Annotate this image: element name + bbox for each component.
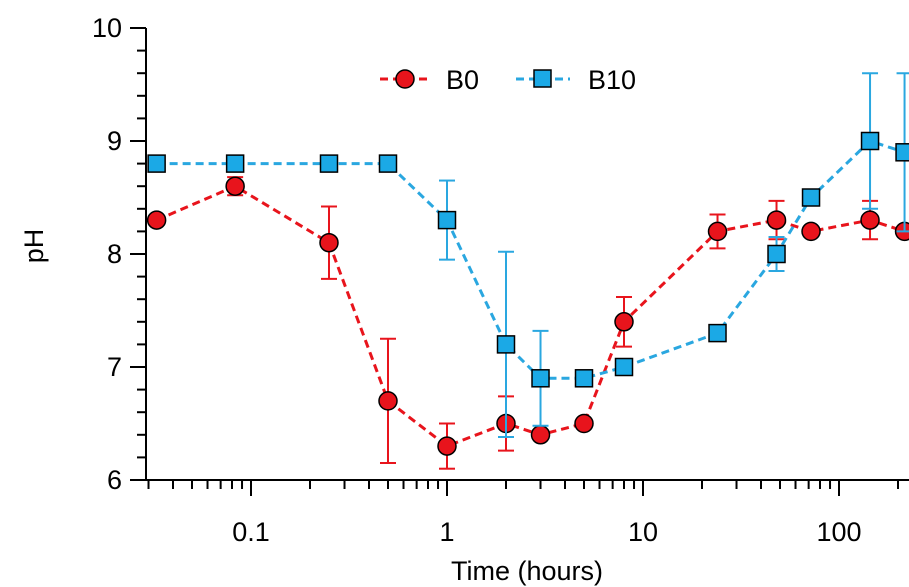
- series-b10-point: [147, 154, 166, 173]
- series-b0-point: [225, 176, 245, 196]
- x-tick-label: 100: [816, 517, 861, 547]
- series-b10-point: [860, 131, 880, 151]
- series-b0-point: [860, 210, 880, 230]
- y-tick-label: 8: [107, 239, 122, 269]
- series-b10-point: [225, 154, 245, 173]
- plot-area: [146, 72, 909, 470]
- series-b0-point: [146, 210, 167, 230]
- series-b10-point: [801, 188, 821, 207]
- series-b10-point: [378, 154, 398, 173]
- series-b0-point: [614, 312, 634, 332]
- series-b10-point: [767, 244, 786, 264]
- series-b0-point: [437, 436, 457, 456]
- series-b10-point: [574, 369, 594, 388]
- series-b10-point: [319, 154, 339, 173]
- x-tick-label: 0.1: [232, 517, 270, 547]
- series-b0-line: [156, 184, 906, 448]
- series-b10: [147, 72, 909, 439]
- series-b10-point: [531, 369, 550, 388]
- series-b0-point: [319, 232, 339, 253]
- series-b10-point: [614, 357, 634, 377]
- x-tick-label: 10: [628, 517, 658, 547]
- series-b10-point: [895, 143, 909, 162]
- series-b0-point: [530, 425, 551, 445]
- series-b10-point: [437, 210, 457, 230]
- y-ticks: 6 7 8 9 10: [92, 13, 146, 495]
- series-b0-point: [378, 391, 398, 411]
- series-b0-point: [801, 221, 821, 242]
- series-b10-point: [708, 323, 727, 343]
- y-axis-label: pH: [19, 229, 49, 264]
- series-b10-line: [156, 139, 906, 380]
- legend-b10-marker: [533, 69, 552, 88]
- series-b0-point: [574, 413, 594, 434]
- legend-b0-label: B0: [446, 65, 479, 95]
- series-b0-point: [766, 210, 787, 230]
- x-axis-label: Time (hours): [451, 556, 603, 586]
- legend: B0 B10: [380, 65, 636, 95]
- legend-b10-label: B10: [588, 65, 636, 95]
- legend-item-b0: B0: [380, 65, 479, 95]
- x-ticks: 0.1 1 10 100: [147, 480, 900, 547]
- series-b0-point: [707, 221, 728, 242]
- legend-b0-marker: [395, 69, 415, 89]
- y-tick-label: 10: [92, 13, 122, 43]
- legend-item-b10: B10: [516, 65, 636, 95]
- series-b0: [146, 176, 909, 470]
- y-tick-label: 9: [107, 126, 122, 156]
- y-tick-label: 7: [107, 352, 122, 382]
- series-b10-point: [496, 335, 516, 354]
- axes: [145, 28, 909, 481]
- y-tick-label: 6: [107, 465, 122, 495]
- x-tick-label: 1: [439, 517, 454, 547]
